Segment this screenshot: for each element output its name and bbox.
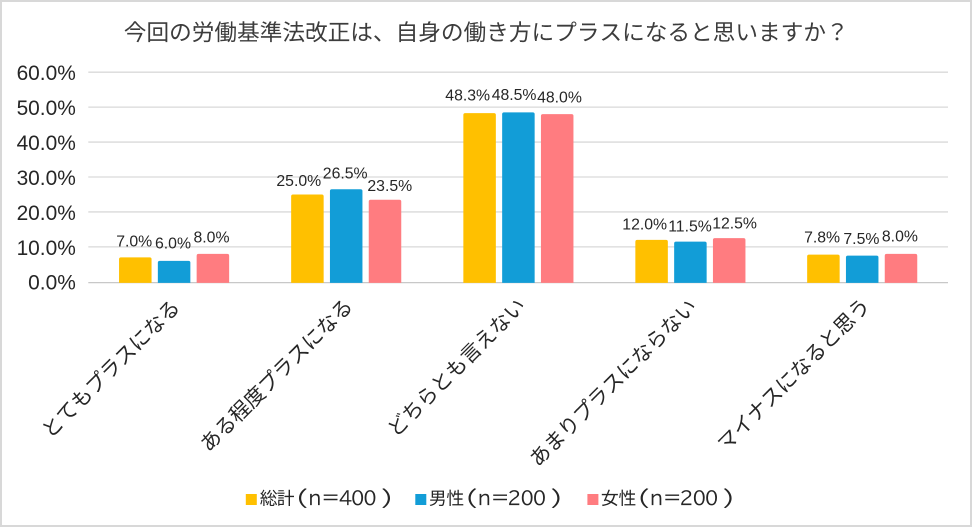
svg-text:48.5%: 48.5% [492, 87, 537, 104]
svg-text:25.0%: 25.0% [276, 173, 321, 190]
svg-text:0.0%: 0.0% [28, 272, 76, 295]
svg-text:23.5%: 23.5% [367, 178, 412, 195]
svg-text:48.3%: 48.3% [445, 87, 490, 104]
svg-text:60.0%: 60.0% [17, 62, 76, 85]
svg-text:8.0%: 8.0% [882, 228, 918, 245]
svg-text:40.0%: 40.0% [17, 132, 76, 155]
svg-text:7.5%: 7.5% [843, 231, 879, 248]
svg-text:10.0%: 10.0% [17, 237, 76, 260]
svg-text:7.0%: 7.0% [116, 234, 152, 251]
svg-text:26.5%: 26.5% [323, 165, 368, 182]
svg-text:12.0%: 12.0% [622, 217, 667, 234]
svg-text:30.0%: 30.0% [17, 167, 76, 190]
svg-text:6.0%: 6.0% [155, 236, 191, 253]
svg-text:12.5%: 12.5% [712, 216, 757, 233]
svg-text:20.0%: 20.0% [17, 202, 76, 225]
svg-text:7.8%: 7.8% [804, 230, 840, 247]
svg-text:50.0%: 50.0% [17, 97, 76, 120]
svg-text:8.0%: 8.0% [194, 229, 230, 246]
svg-text:11.5%: 11.5% [668, 219, 712, 236]
svg-text:48.0%: 48.0% [537, 90, 582, 107]
